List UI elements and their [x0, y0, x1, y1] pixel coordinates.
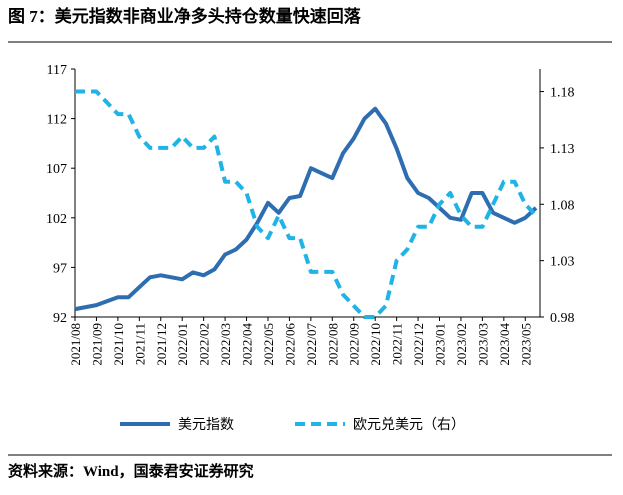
y2-tick-label: 1.13 — [550, 142, 575, 157]
legend-label: 欧元兑美元（右） — [353, 417, 465, 433]
x-tick-label: 2023/01 — [433, 323, 448, 366]
x-tick-label: 2023/02 — [454, 323, 469, 366]
y2-tick-label: 1.03 — [550, 255, 575, 270]
x-tick-label: 2022/02 — [197, 323, 212, 366]
x-tick-label: 2022/11 — [390, 323, 405, 365]
x-tick-label: 2021/08 — [68, 323, 83, 366]
y-tick-label: 107 — [46, 162, 67, 177]
x-tick-label: 2021/10 — [111, 323, 126, 366]
series-line — [75, 89, 538, 319]
y-tick-label: 117 — [47, 63, 67, 78]
y-tick-label: 92 — [53, 311, 67, 326]
series-line — [74, 106, 538, 312]
x-tick-label: 2022/12 — [411, 323, 426, 366]
x-tick-label: 2023/03 — [475, 323, 490, 366]
y2-tick-label: 1.18 — [550, 86, 575, 101]
y-tick-label: 97 — [53, 261, 67, 276]
x-tick-label: 2021/09 — [89, 323, 104, 366]
x-tick-label: 2021/11 — [132, 323, 147, 365]
x-tick-label: 2022/08 — [325, 323, 340, 366]
legend-label: 美元指数 — [178, 417, 234, 433]
x-tick-label: 2023/05 — [518, 323, 533, 366]
chart-title: 图 7：美元指数非商业净多头持仓数量快速回落 — [8, 6, 362, 26]
x-tick-label: 2022/07 — [304, 323, 319, 366]
y-tick-label: 102 — [46, 212, 67, 227]
source: 资料来源：Wind，国泰君安证券研究 — [8, 462, 254, 480]
x-tick-label: 2022/09 — [347, 323, 362, 366]
x-tick-label: 2022/03 — [218, 323, 233, 366]
y2-tick-label: 0.98 — [550, 311, 575, 326]
x-tick-label: 2022/04 — [240, 323, 255, 366]
x-tick-label: 2022/01 — [175, 323, 190, 366]
x-tick-label: 2022/06 — [282, 323, 297, 366]
y2-tick-label: 1.08 — [550, 198, 575, 213]
x-tick-label: 2022/05 — [261, 323, 276, 366]
x-tick-label: 2021/12 — [154, 323, 169, 366]
x-tick-label: 2023/04 — [497, 323, 512, 366]
y-tick-label: 112 — [47, 113, 67, 128]
x-tick-label: 2022/10 — [368, 323, 383, 366]
